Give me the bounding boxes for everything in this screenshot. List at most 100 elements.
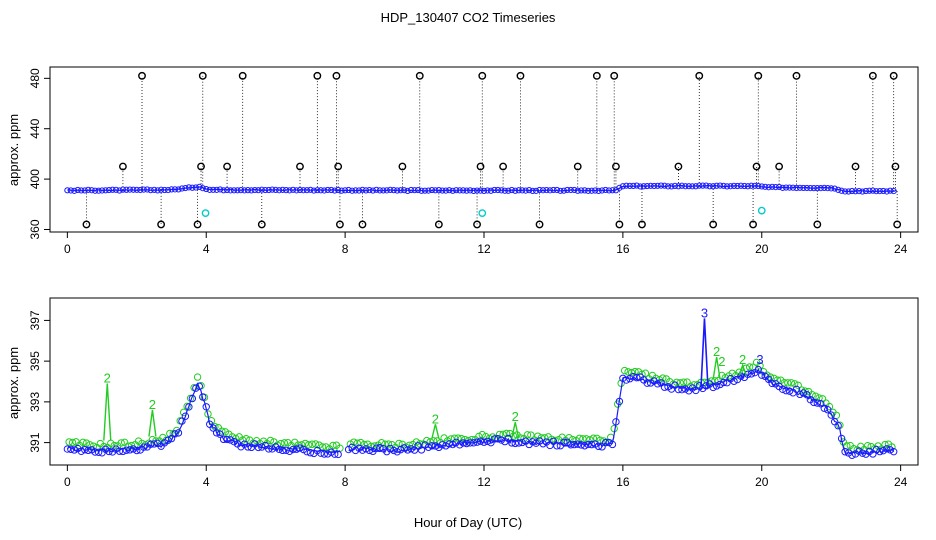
outlier-high-11 — [754, 71, 763, 80]
co2-raw-point-53 — [248, 187, 255, 194]
green-point-24 — [148, 435, 157, 444]
co2-raw-point-215 — [810, 185, 817, 192]
co2-raw-point-46 — [223, 186, 231, 194]
blue-point-141 — [560, 438, 568, 447]
green-point-169 — [659, 374, 667, 382]
y-tick-label-1-393: 393 — [28, 392, 42, 412]
co2-raw-point-186 — [710, 183, 717, 190]
co2-raw-point-127 — [505, 187, 512, 194]
x-tick-label-0-8: 8 — [342, 242, 349, 256]
outlier-high-10 — [695, 71, 704, 80]
co2-raw-point-3 — [74, 186, 81, 194]
blue-point-66 — [292, 445, 301, 453]
blue-point-37 — [192, 384, 200, 392]
co2-raw-point-164 — [633, 182, 640, 189]
blue-point-194 — [744, 370, 752, 378]
co2-raw-point-103 — [421, 187, 429, 194]
co2-raw-point-15 — [116, 187, 123, 194]
blue-point-135 — [539, 440, 547, 448]
co2-raw-point-83 — [352, 187, 359, 194]
blue-point-182 — [702, 382, 710, 390]
blue-point-45 — [219, 435, 228, 444]
co2-raw-point-58 — [265, 186, 272, 194]
point-label-2: 2 — [432, 411, 439, 426]
co2-raw-point-26 — [154, 187, 161, 194]
green-point-70 — [308, 440, 316, 448]
co2-raw-point-39 — [199, 185, 206, 192]
co2-raw-point-19 — [130, 186, 137, 193]
blue-point-78 — [334, 450, 342, 459]
co2-raw-point-125 — [498, 187, 505, 194]
co2-raw-point-207 — [782, 184, 790, 191]
point-label-6: 2 — [739, 352, 746, 367]
blue-point-33 — [178, 417, 186, 425]
co2-raw-point-85 — [359, 186, 366, 193]
co2-raw-point-163 — [630, 182, 637, 189]
co2-raw-point-76 — [328, 186, 335, 194]
x-tick-label-1-0: 0 — [64, 475, 71, 489]
co2-raw-point-205 — [776, 183, 783, 191]
blue-point-118 — [480, 438, 488, 446]
co2-raw-point-118 — [473, 187, 481, 194]
co2-raw-point-64 — [286, 187, 293, 194]
blue-point-87 — [372, 444, 381, 452]
co2-raw-point-2 — [71, 187, 78, 194]
green-point-159 — [624, 368, 632, 376]
blue-point-6 — [84, 446, 92, 455]
blue-point-128 — [515, 439, 523, 447]
co2-raw-point-66 — [293, 187, 300, 194]
blue-point-73 — [317, 449, 325, 457]
co2-raw-point-91 — [380, 187, 387, 194]
co2-raw-point-72 — [314, 187, 321, 194]
outlier-low-4 — [336, 220, 344, 229]
green-spike-4 — [712, 356, 721, 380]
co2-raw-point-5 — [81, 187, 88, 194]
green-spike-0 — [103, 383, 112, 441]
x-axis-label: Hour of Day (UTC) — [414, 515, 522, 530]
green-point-15 — [117, 439, 125, 447]
co2-raw-point-232 — [869, 187, 876, 194]
blue-point-34 — [181, 412, 190, 420]
co2-raw-point-117 — [470, 187, 477, 194]
blue-point-113 — [462, 439, 471, 448]
co2-raw-point-74 — [321, 187, 328, 194]
co2-raw-point-78 — [335, 186, 342, 194]
blue-point-122 — [494, 435, 502, 443]
outlier-mid-9 — [612, 162, 620, 171]
green-point-164 — [641, 369, 650, 377]
co2-raw-point-161 — [623, 182, 630, 189]
green-point-50 — [238, 436, 247, 444]
green-point-72 — [315, 441, 323, 449]
co2-raw-point-148 — [578, 187, 585, 194]
outlier-mid-8 — [573, 162, 582, 171]
co2-raw-point-236 — [883, 188, 890, 195]
outlier-high-13 — [868, 71, 877, 80]
blue-point-195 — [747, 370, 756, 378]
green-point-208 — [794, 381, 802, 390]
blue-point-29 — [164, 436, 172, 444]
co2-raw-point-107 — [435, 187, 442, 194]
blue-point-132 — [528, 438, 537, 446]
blue-point-62 — [278, 446, 287, 455]
blue-point-153 — [601, 438, 610, 447]
point-label-7: 3 — [701, 305, 708, 320]
blue-point-77 — [331, 450, 339, 458]
co2-raw-point-191 — [727, 183, 734, 190]
blue-point-4 — [77, 447, 85, 455]
co2-raw-point-196 — [744, 183, 751, 190]
green-spike-3 — [511, 422, 520, 439]
blue-point-129 — [518, 438, 526, 447]
co2-raw-point-136 — [536, 186, 543, 194]
blue-point-19 — [129, 445, 138, 453]
blue-point-209 — [796, 390, 804, 399]
blue-point-170 — [660, 383, 669, 391]
co2-raw-point-67 — [296, 186, 304, 194]
blue-point-215 — [817, 400, 825, 408]
green-point-22 — [141, 441, 150, 449]
blue-point-216 — [820, 404, 828, 412]
co2-raw-point-149 — [581, 187, 588, 194]
co2-raw-point-198 — [751, 182, 758, 189]
co2-raw-point-162 — [626, 182, 633, 190]
co2-raw-point-213 — [803, 184, 810, 192]
co2-raw-point-229 — [859, 188, 866, 195]
